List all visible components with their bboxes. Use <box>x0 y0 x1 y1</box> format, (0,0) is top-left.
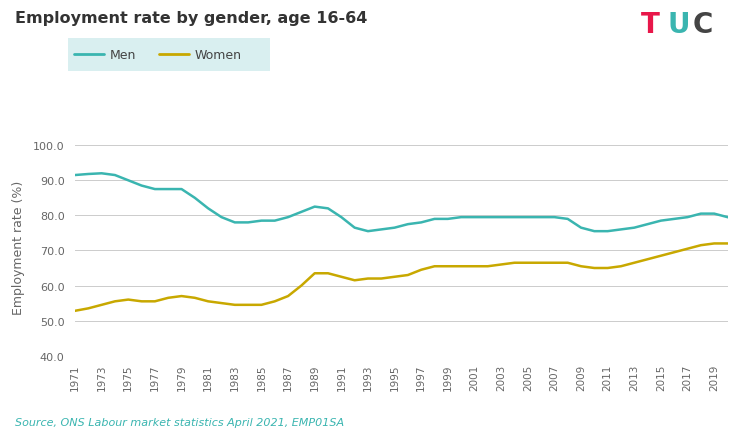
Text: Employment rate by gender, age 16-64: Employment rate by gender, age 16-64 <box>15 11 368 26</box>
Text: Women: Women <box>195 49 242 62</box>
Text: Source, ONS Labour market statistics April 2021, EMP01SA: Source, ONS Labour market statistics Apr… <box>15 418 344 427</box>
Text: U: U <box>668 11 690 39</box>
Text: T: T <box>641 11 660 39</box>
Y-axis label: Employment rate (%): Employment rate (%) <box>11 181 25 314</box>
Text: C: C <box>693 11 713 39</box>
Text: Men: Men <box>110 49 136 62</box>
